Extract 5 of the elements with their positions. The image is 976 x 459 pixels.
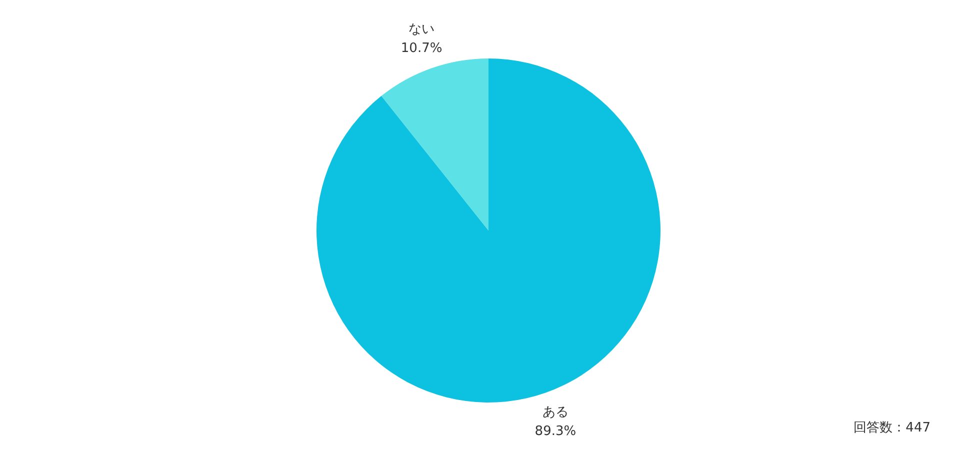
text: 回答数：447	[854, 420, 931, 436]
slice-label: ない	[408, 22, 435, 37]
data-label: 89.3%	[534, 424, 576, 440]
slice-label: ある	[542, 405, 568, 420]
data-label: 10.7%	[400, 40, 442, 56]
